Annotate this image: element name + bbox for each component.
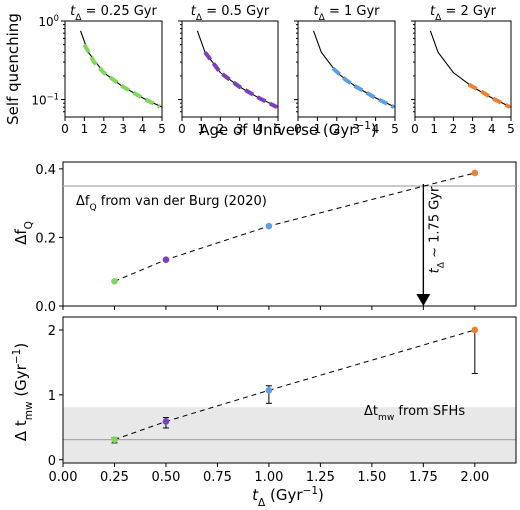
band-label: Δtmw from SFHs bbox=[364, 404, 465, 423]
data-point bbox=[471, 326, 479, 334]
x-tick-label: 3 bbox=[119, 122, 127, 136]
x-tick-label: 0 bbox=[61, 122, 69, 136]
bot-xlabel: tΔ (Gyr−1) bbox=[252, 485, 324, 509]
x-tick-label: 1.25 bbox=[306, 470, 335, 485]
top-panel-2: 0 1 2 3 4 5 tΔ = 0.5 Gyr bbox=[178, 4, 282, 136]
x-tick-label: 5 bbox=[274, 122, 282, 136]
top-panel-1: 0 1 2 3 4 5 100 10−1 tΔ = 0.25 Gyr bbox=[31, 4, 165, 136]
x-tick-label: 1 bbox=[81, 122, 89, 136]
top-ylabel: Self quenching bbox=[4, 13, 22, 125]
y-tick-label: 0 bbox=[48, 454, 56, 469]
x-tick-label: 4 bbox=[255, 122, 263, 136]
model-curve-solid bbox=[196, 30, 279, 108]
panel-title: tΔ = 0.25 Gyr bbox=[70, 4, 157, 23]
y-tick-label: 1 bbox=[48, 389, 56, 404]
panel-title: tΔ = 1 Gyr bbox=[313, 4, 380, 23]
x-tick-label: 5 bbox=[507, 122, 515, 136]
model-curve-solid bbox=[313, 30, 396, 108]
data-point bbox=[162, 256, 170, 264]
x-tick-label: 3 bbox=[236, 122, 244, 136]
x-tick-label: 0.50 bbox=[151, 470, 180, 485]
panel-title: tΔ = 0.5 Gyr bbox=[191, 4, 270, 23]
data-point bbox=[111, 436, 118, 443]
x-tick-label: 2 bbox=[450, 122, 458, 136]
y-tick-label: 100 bbox=[38, 13, 59, 29]
fit-line bbox=[114, 329, 475, 441]
delta-tmw-panel: Δtmw from SFHs 0 1 2 0.00 0.25 0.50 0.75 1.00 1.2… bbox=[11, 316, 517, 509]
x-tick-label: 0.00 bbox=[49, 470, 78, 485]
x-tick-label: 4 bbox=[488, 122, 496, 136]
data-point bbox=[111, 278, 118, 285]
x-tick-label: 0 bbox=[294, 122, 302, 136]
x-tick-label: 2.00 bbox=[460, 470, 489, 485]
data-point bbox=[265, 387, 273, 394]
fit-line bbox=[114, 172, 475, 282]
x-tick-label: 2 bbox=[333, 122, 341, 136]
delta-fq-panel: ΔfQ from van der Burg (2020) 0.0 0.2 0.4 tΔ … bbox=[12, 161, 517, 315]
x-tick-label: 1 bbox=[430, 122, 438, 136]
x-tick-label: 0 bbox=[411, 122, 419, 136]
bot-ylabel: Δ tmw (Gyr−1) bbox=[11, 343, 35, 441]
y-tick-label: 0.0 bbox=[35, 300, 56, 315]
top-xlabel: Age of Universe (Gyr−1) bbox=[199, 120, 377, 139]
x-tick-label: 5 bbox=[158, 122, 166, 136]
arrow-head bbox=[416, 294, 431, 306]
data-point bbox=[265, 222, 273, 230]
x-tick-label: 4 bbox=[372, 122, 380, 136]
panel-frame bbox=[181, 20, 279, 118]
panel-frame bbox=[64, 20, 163, 118]
x-tick-label: 1.50 bbox=[357, 470, 386, 485]
model-curve-solid bbox=[80, 30, 163, 108]
x-tick-label: 5 bbox=[391, 122, 399, 136]
mid-ylabel: ΔfQ bbox=[12, 221, 35, 245]
x-tick-label: 2 bbox=[100, 122, 108, 136]
x-tick-label: 2 bbox=[217, 122, 225, 136]
y-tick-label: 2 bbox=[48, 324, 56, 339]
panel-frame bbox=[62, 161, 517, 307]
x-tick-label: 0.75 bbox=[203, 470, 232, 485]
y-tick-label: 10−1 bbox=[31, 92, 59, 108]
x-tick-label: 3 bbox=[352, 122, 360, 136]
model-curve-dashed bbox=[467, 82, 511, 109]
x-tick-label: 4 bbox=[139, 122, 147, 136]
reference-label: ΔfQ from van der Burg (2020) bbox=[76, 194, 267, 213]
x-tick-label: 1.75 bbox=[409, 470, 438, 485]
model-curve-dashed bbox=[203, 51, 278, 109]
model-curve-dashed bbox=[82, 43, 161, 109]
x-tick-label: 0.25 bbox=[100, 470, 129, 485]
panel-frame bbox=[62, 316, 517, 464]
y-tick-label: 0.4 bbox=[35, 163, 56, 178]
x-tick-label: 1 bbox=[197, 122, 205, 136]
top-panel-3: 0 1 2 3 4 5 tΔ = 1 Gyr bbox=[294, 4, 399, 136]
model-curve-dashed bbox=[331, 66, 395, 109]
x-tick-label: 3 bbox=[469, 122, 477, 136]
panel-frame bbox=[297, 20, 396, 118]
x-tick-label: 1 bbox=[314, 122, 322, 136]
panel-title: tΔ = 2 Gyr bbox=[430, 4, 497, 23]
arrow-label: tΔ ∼ 1.75 Gyr bbox=[427, 186, 446, 273]
x-tick-label: 0 bbox=[178, 122, 186, 136]
x-tick-label: 1.00 bbox=[254, 470, 283, 485]
top-panel-4: 0 1 2 3 4 5 tΔ = 2 Gyr bbox=[411, 4, 515, 136]
panel-frame bbox=[414, 20, 512, 118]
data-point bbox=[162, 418, 170, 425]
model-curve-solid bbox=[429, 30, 512, 108]
data-point bbox=[471, 169, 479, 177]
y-tick-label: 0.2 bbox=[35, 231, 56, 246]
sfh-band bbox=[63, 407, 516, 463]
